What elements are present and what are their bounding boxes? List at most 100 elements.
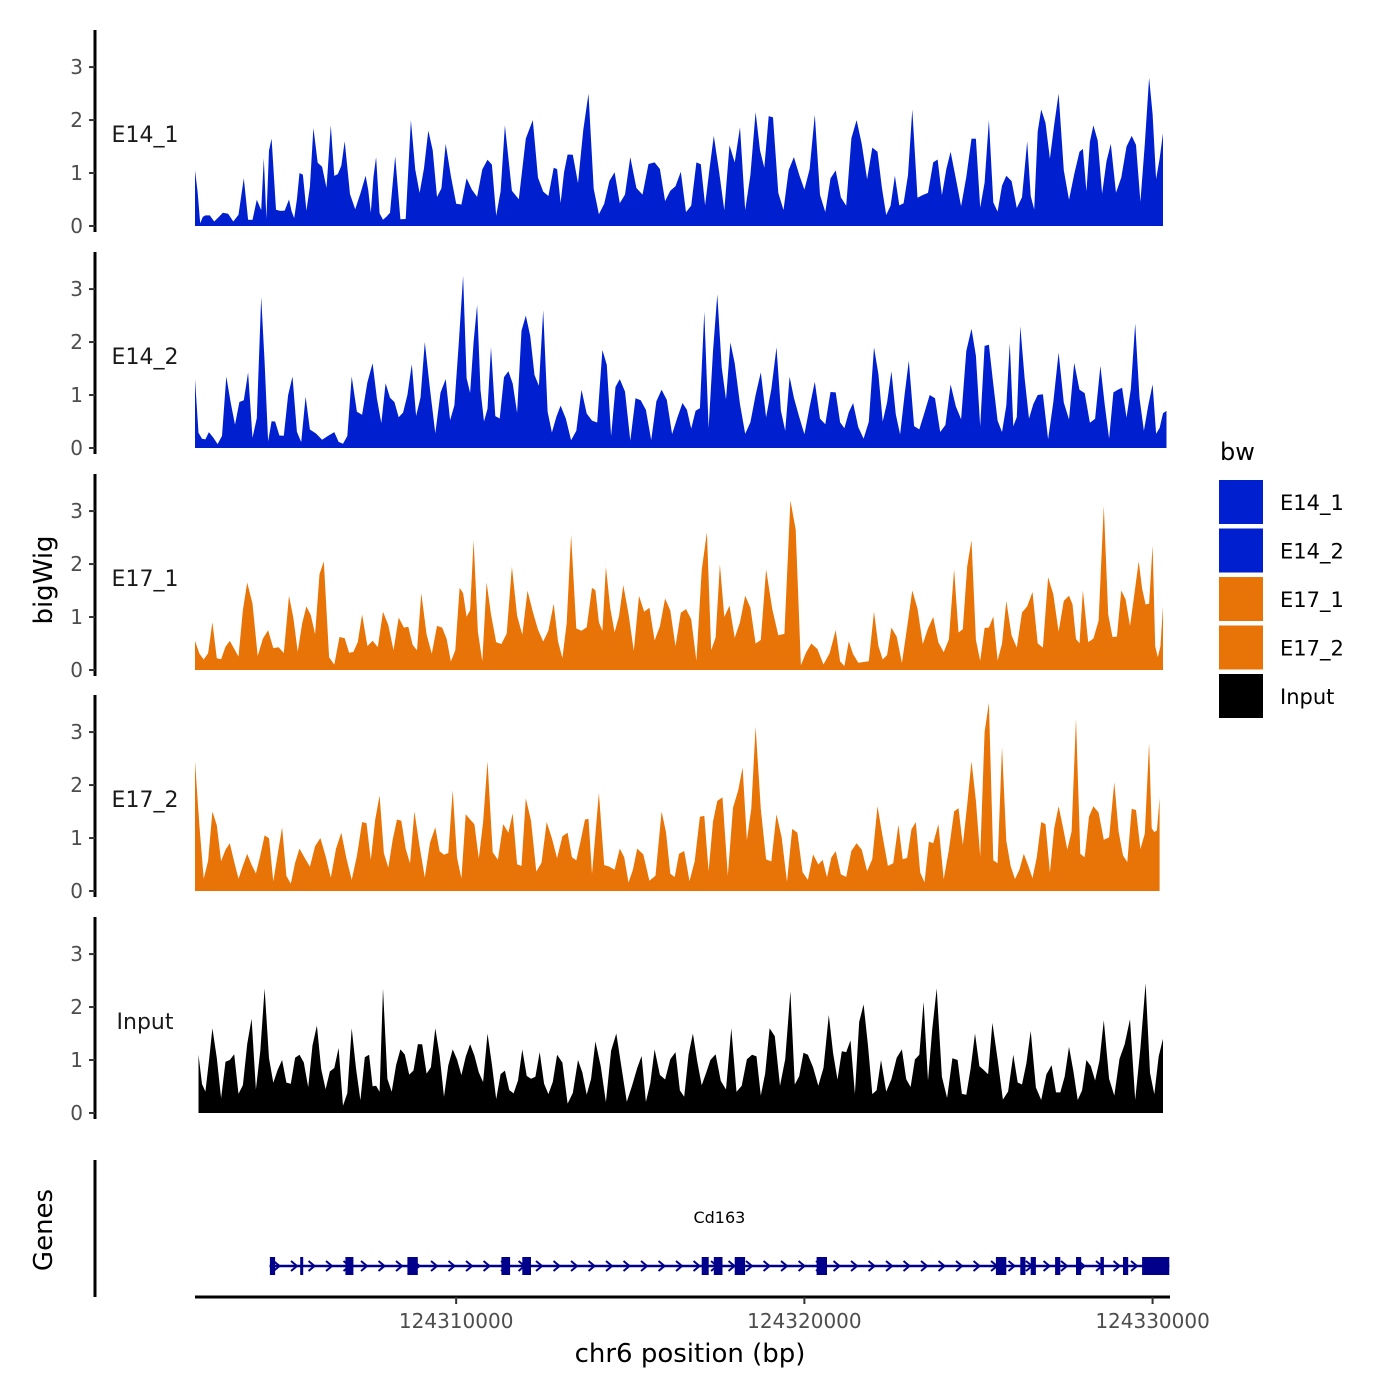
y-axis-title: bigWig <box>29 535 59 624</box>
strand-arrow <box>605 1260 614 1272</box>
exon <box>1030 1257 1036 1275</box>
track-E17_1: 0 1 2 3 E17_1 <box>70 474 1164 682</box>
y-tick-label: 1 <box>70 161 83 185</box>
track-label-E14_1: E14_1 <box>112 123 179 148</box>
y-tick-label: 1 <box>70 383 83 407</box>
strand-arrow <box>692 1260 702 1272</box>
signal-area-Input <box>198 983 1163 1113</box>
strand-arrow <box>307 1260 317 1272</box>
track-E14_1: 0 1 2 3 E14_1 <box>70 30 1164 238</box>
legend: bw E14_1 E14_2 E17_1 E17_2 Input <box>1219 438 1344 718</box>
exon <box>407 1257 418 1275</box>
signal-area-E17_2 <box>195 702 1160 891</box>
signal-area-E14_1 <box>195 77 1163 226</box>
strand-arrow <box>482 1260 492 1272</box>
x-tick-label: 124310000 <box>399 1309 514 1333</box>
exon <box>995 1257 1007 1275</box>
legend-swatch-E14_1 <box>1219 480 1263 524</box>
strand-arrow <box>797 1260 807 1272</box>
exon <box>1055 1257 1061 1275</box>
strand-arrow <box>272 1260 282 1272</box>
track-label-E17_1: E17_1 <box>112 567 179 592</box>
legend-label-E14_2: E14_2 <box>1280 540 1344 565</box>
y-tick-label: 3 <box>70 55 83 79</box>
y-tick-label: 0 <box>70 879 83 903</box>
strand-arrow <box>1112 1260 1122 1272</box>
gene-Cd163: Cd163 <box>269 1208 1170 1275</box>
legend-title: bw <box>1220 438 1255 466</box>
exon <box>1123 1257 1129 1275</box>
y-tick-label: 0 <box>70 436 83 460</box>
gene-label: Cd163 <box>693 1208 745 1227</box>
y-tick-label: 2 <box>70 108 83 132</box>
strand-arrow <box>290 1260 299 1272</box>
strand-arrow <box>832 1260 842 1272</box>
y-tick-label: 1 <box>70 826 83 850</box>
y-tick-label: 0 <box>70 1101 83 1125</box>
strand-arrow <box>850 1260 859 1272</box>
track-label-E17_2: E17_2 <box>112 788 179 813</box>
x-axis-title: chr6 position (bp) <box>575 1339 806 1369</box>
strand-arrow <box>1130 1260 1139 1272</box>
strand-arrow <box>360 1260 369 1272</box>
exon <box>269 1257 276 1275</box>
legend-label-Input: Input <box>1280 685 1334 709</box>
y-tick-label: 3 <box>70 499 83 523</box>
x-tick-label: 124320000 <box>747 1309 862 1333</box>
exon <box>501 1257 511 1275</box>
strand-arrow <box>570 1260 579 1272</box>
y-tick-label: 2 <box>70 552 83 576</box>
strand-arrow <box>972 1260 982 1272</box>
y-tick-label: 2 <box>70 330 83 354</box>
legend-label-E14_1: E14_1 <box>1280 491 1344 516</box>
strand-arrow <box>395 1260 404 1272</box>
track-Input: 0 1 2 3 Input <box>70 917 1164 1125</box>
strand-arrow <box>1042 1260 1052 1272</box>
signal-area-E14_2 <box>195 275 1167 448</box>
x-tick-label: 124330000 <box>1095 1309 1210 1333</box>
track-label-E14_2: E14_2 <box>112 345 179 370</box>
y-tick-label: 3 <box>70 720 83 744</box>
strand-arrow <box>762 1260 772 1272</box>
strand-arrow <box>657 1260 667 1272</box>
strand-arrow <box>447 1260 457 1272</box>
legend-label-E17_2: E17_2 <box>1280 637 1344 662</box>
y-tick-label: 2 <box>70 773 83 797</box>
track-label-Input: Input <box>117 1010 174 1035</box>
strand-arrow <box>867 1260 877 1272</box>
exon <box>1020 1257 1026 1275</box>
exon <box>1142 1257 1170 1275</box>
exon <box>345 1257 354 1275</box>
strand-arrow <box>377 1260 387 1272</box>
track-E14_2: 0 1 2 3 E14_2 <box>70 252 1167 460</box>
strand-arrow <box>920 1260 929 1272</box>
strand-arrow <box>535 1260 544 1272</box>
exon <box>300 1257 304 1275</box>
legend-label-E17_1: E17_1 <box>1280 588 1344 613</box>
exon <box>701 1257 709 1275</box>
strand-arrow <box>727 1260 737 1272</box>
genes-panel: Cd163 <box>93 1160 1170 1297</box>
exon <box>734 1257 746 1275</box>
exon <box>713 1257 723 1275</box>
y-tick-label: 3 <box>70 277 83 301</box>
y-tick-label: 1 <box>70 1048 83 1072</box>
genes-axis-title: Genes <box>29 1189 59 1271</box>
strand-arrow <box>640 1260 649 1272</box>
y-tick-label: 0 <box>70 214 83 238</box>
strand-arrow <box>675 1260 684 1272</box>
signal-area-E17_1 <box>195 500 1163 670</box>
strand-arrow <box>955 1260 964 1272</box>
strand-arrow <box>885 1260 894 1272</box>
strand-arrow <box>325 1260 334 1272</box>
strand-arrow <box>587 1260 597 1272</box>
strand-arrow <box>465 1260 474 1272</box>
track-E17_2: 0 1 2 3 E17_2 <box>70 695 1160 903</box>
y-tick-label: 0 <box>70 658 83 682</box>
strand-arrow <box>430 1260 439 1272</box>
exon <box>816 1257 827 1275</box>
y-tick-label: 3 <box>70 942 83 966</box>
strand-arrow <box>780 1260 789 1272</box>
legend-swatch-E17_2 <box>1219 625 1263 670</box>
